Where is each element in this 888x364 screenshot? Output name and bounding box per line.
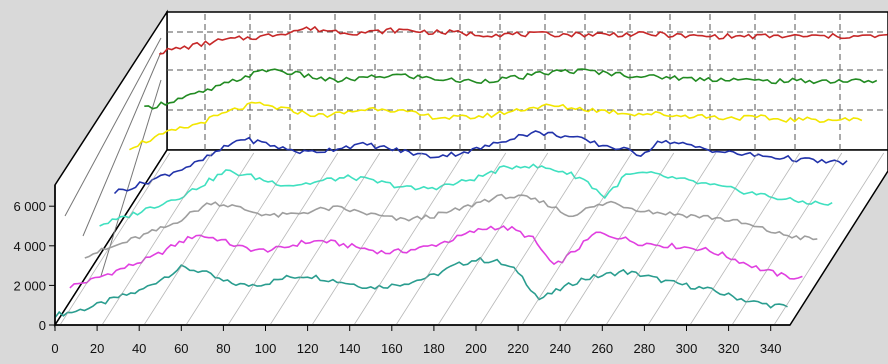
axes: 0 20 40 60 80 100 120 140 160 180 200 220 240 260 280 3… bbox=[13, 185, 790, 356]
series-line-4 bbox=[99, 163, 833, 227]
x-tick-label: 60 bbox=[174, 341, 188, 356]
floor-depth-line bbox=[563, 152, 675, 326]
floor-depth-line bbox=[227, 152, 339, 326]
x-tick-label: 300 bbox=[676, 341, 698, 356]
x-tick-label: 140 bbox=[339, 341, 361, 356]
x-tick-label: 100 bbox=[255, 341, 277, 356]
side-wall-depth-line bbox=[100, 79, 162, 277]
back-wall bbox=[166, 11, 888, 151]
x-tick-label: 160 bbox=[381, 341, 403, 356]
floor-depth-line bbox=[353, 152, 465, 326]
series-line-7 bbox=[144, 68, 878, 110]
floor-depth-line bbox=[731, 152, 843, 326]
x-tick-label: 260 bbox=[591, 341, 613, 356]
x-tick-label: 120 bbox=[297, 341, 319, 356]
series-group bbox=[54, 25, 888, 319]
floor-depth-line bbox=[269, 152, 381, 326]
series-line-5 bbox=[113, 130, 848, 195]
floor-depth-line bbox=[437, 152, 549, 326]
series-line-3 bbox=[84, 193, 818, 259]
x-tick-label: 240 bbox=[549, 341, 571, 356]
series-line-8 bbox=[159, 25, 888, 55]
floor-depth-line bbox=[101, 152, 213, 326]
x-tick-label: 320 bbox=[718, 341, 740, 356]
x-tick-label: 80 bbox=[216, 341, 230, 356]
floor-depth-line bbox=[185, 152, 297, 326]
y-tick-label: 6 000 bbox=[13, 199, 46, 214]
side-wall-depth-line bbox=[64, 37, 162, 217]
x-tick-label: 280 bbox=[634, 341, 656, 356]
x-tick-label: 40 bbox=[132, 341, 146, 356]
y-tick-label: 0 bbox=[39, 318, 46, 333]
y-tick-label: 4 000 bbox=[13, 239, 46, 254]
series-line-2 bbox=[69, 225, 803, 289]
x-tick-label: 340 bbox=[760, 341, 782, 356]
floor-plane bbox=[53, 149, 888, 326]
floor-depth-line bbox=[689, 152, 801, 326]
floor-depth-line bbox=[479, 152, 591, 326]
floor-depth-line bbox=[311, 152, 423, 326]
depth-lines bbox=[59, 152, 885, 326]
side-wall-depth-line bbox=[82, 51, 162, 237]
floor-depth-line bbox=[647, 152, 759, 326]
floor-depth-line bbox=[521, 152, 633, 326]
floor-depth-line bbox=[395, 152, 507, 326]
floor-depth-line bbox=[143, 152, 255, 326]
series-line-1 bbox=[54, 256, 788, 319]
x-tick-label: 220 bbox=[507, 341, 529, 356]
y-tick-label: 2 000 bbox=[13, 278, 46, 293]
series-line-6 bbox=[129, 101, 863, 151]
x-tick-label: 0 bbox=[51, 341, 58, 356]
x-tick-label: 20 bbox=[90, 341, 104, 356]
floor-depth-line bbox=[773, 152, 885, 326]
floor-depth-line bbox=[605, 152, 717, 326]
x-tick-label: 180 bbox=[423, 341, 445, 356]
floor-depth-line bbox=[59, 152, 171, 326]
x-tick-label: 200 bbox=[465, 341, 487, 356]
